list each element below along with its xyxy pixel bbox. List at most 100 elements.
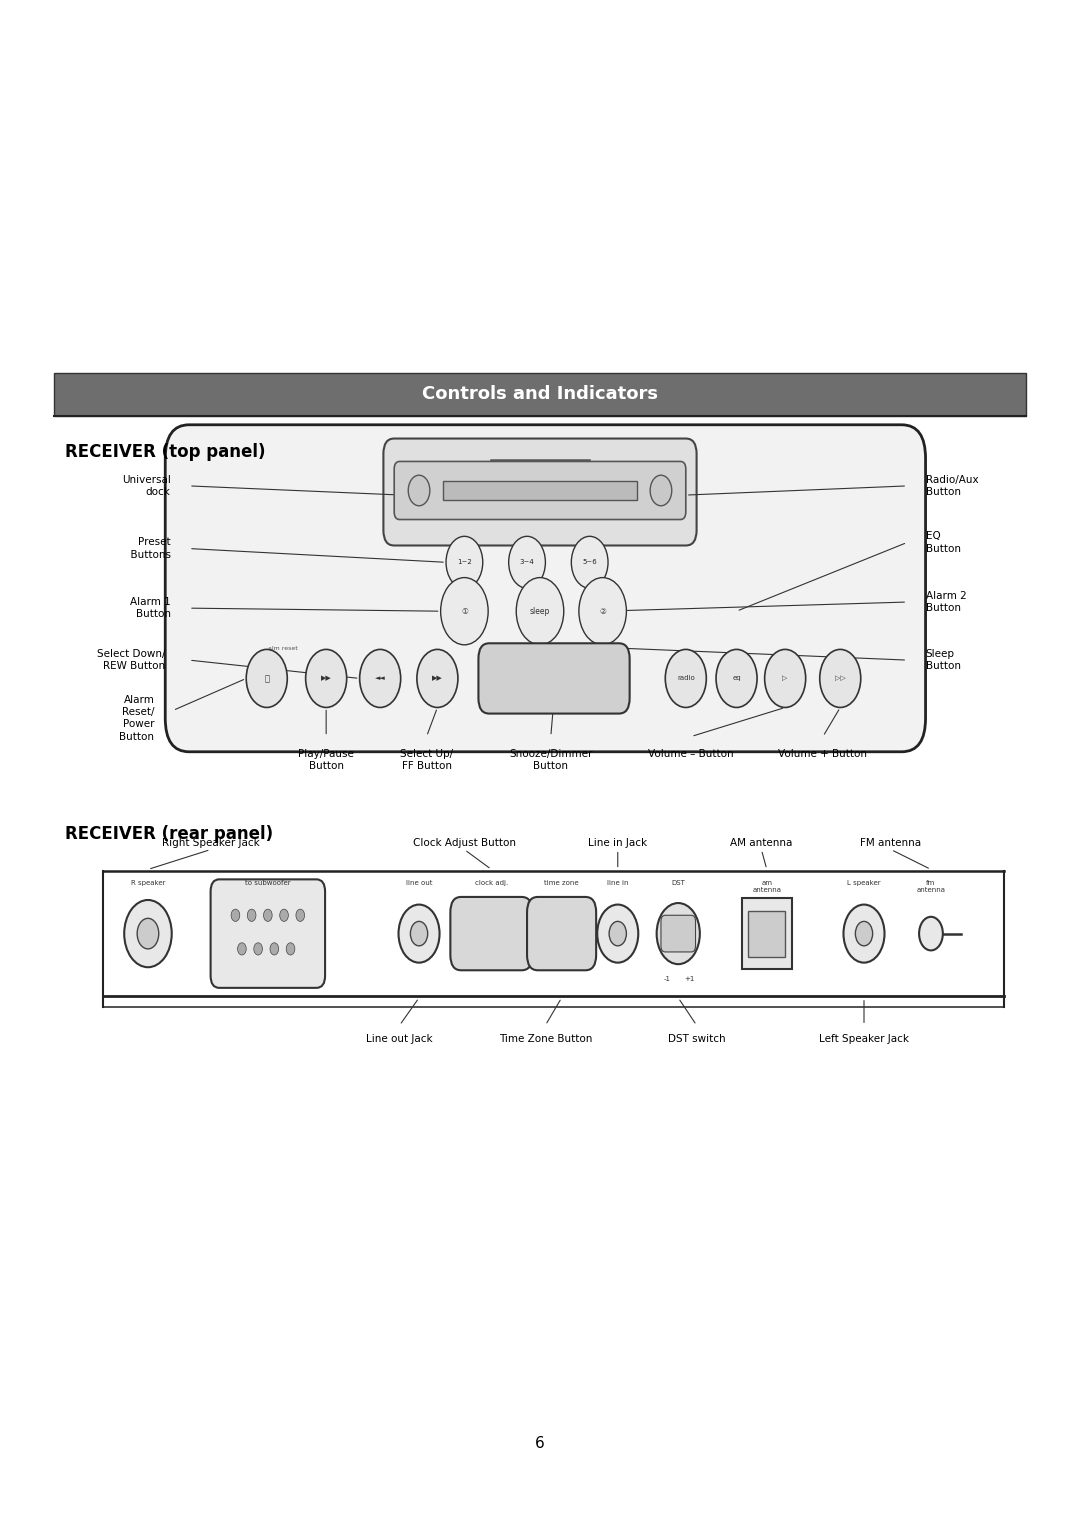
- Circle shape: [238, 943, 246, 955]
- Circle shape: [247, 909, 256, 921]
- Text: Alarm 1
Button: Alarm 1 Button: [130, 597, 171, 619]
- Text: ▷: ▷: [783, 675, 787, 681]
- Text: 6: 6: [535, 1436, 545, 1452]
- FancyBboxPatch shape: [450, 897, 532, 970]
- Text: DST switch: DST switch: [667, 1034, 726, 1045]
- Text: +1: +1: [684, 976, 694, 983]
- Circle shape: [650, 475, 672, 506]
- Text: EQ
Button: EQ Button: [926, 532, 960, 553]
- Text: Controls and Indicators: Controls and Indicators: [422, 385, 658, 403]
- FancyBboxPatch shape: [394, 461, 686, 520]
- Circle shape: [246, 649, 287, 707]
- Circle shape: [579, 578, 626, 645]
- Circle shape: [254, 943, 262, 955]
- Text: L speaker: L speaker: [847, 880, 881, 886]
- Text: clock adj.: clock adj.: [475, 880, 508, 886]
- Text: 1~2: 1~2: [457, 559, 472, 565]
- Text: Alarm
Reset/
Power
Button: Alarm Reset/ Power Button: [120, 695, 154, 741]
- Circle shape: [137, 918, 159, 949]
- Circle shape: [765, 649, 806, 707]
- FancyBboxPatch shape: [443, 481, 637, 500]
- Circle shape: [597, 905, 638, 963]
- Text: line in: line in: [607, 880, 629, 886]
- Circle shape: [296, 909, 305, 921]
- Circle shape: [571, 536, 608, 588]
- Circle shape: [509, 536, 545, 588]
- Circle shape: [446, 536, 483, 588]
- Text: Snooze/Dimmer
Button: Snooze/Dimmer Button: [509, 749, 593, 772]
- Text: Line in Jack: Line in Jack: [589, 837, 647, 848]
- Circle shape: [264, 909, 272, 921]
- Text: Universal
dock: Universal dock: [122, 475, 171, 497]
- Circle shape: [124, 900, 172, 967]
- Text: 3~4: 3~4: [519, 559, 535, 565]
- Circle shape: [919, 917, 943, 950]
- FancyBboxPatch shape: [165, 425, 926, 752]
- FancyBboxPatch shape: [54, 373, 1026, 416]
- Text: fm
antenna: fm antenna: [917, 880, 945, 894]
- Text: Right Speaker Jack: Right Speaker Jack: [162, 837, 259, 848]
- Text: ②: ②: [599, 607, 606, 616]
- Circle shape: [399, 905, 440, 963]
- Text: AM antenna: AM antenna: [730, 837, 793, 848]
- Circle shape: [360, 649, 401, 707]
- Circle shape: [716, 649, 757, 707]
- Text: Alarm 2
Button: Alarm 2 Button: [926, 591, 967, 613]
- Circle shape: [657, 903, 700, 964]
- Text: Time Zone Button: Time Zone Button: [499, 1034, 592, 1045]
- Text: ①: ①: [461, 607, 468, 616]
- FancyBboxPatch shape: [527, 897, 596, 970]
- Text: DST: DST: [672, 880, 685, 886]
- Text: Volume – Button: Volume – Button: [648, 749, 734, 759]
- FancyBboxPatch shape: [478, 643, 630, 714]
- FancyBboxPatch shape: [383, 439, 697, 545]
- FancyBboxPatch shape: [661, 915, 696, 952]
- Text: snooze/dimmer: snooze/dimmer: [526, 646, 576, 651]
- Circle shape: [665, 649, 706, 707]
- Circle shape: [855, 921, 873, 946]
- Text: to subwoofer: to subwoofer: [245, 880, 291, 886]
- Text: FM antenna: FM antenna: [861, 837, 921, 848]
- Text: Select Up/
FF Button: Select Up/ FF Button: [400, 749, 454, 772]
- Circle shape: [516, 578, 564, 645]
- FancyBboxPatch shape: [211, 880, 325, 989]
- Text: sleep: sleep: [530, 607, 550, 616]
- Text: Volume + Button: Volume + Button: [779, 749, 867, 759]
- Text: ▶▶: ▶▶: [432, 675, 443, 681]
- Text: Left Speaker Jack: Left Speaker Jack: [819, 1034, 909, 1045]
- Circle shape: [286, 943, 295, 955]
- Bar: [742, 898, 792, 969]
- Circle shape: [417, 649, 458, 707]
- Text: ◄◄: ◄◄: [375, 675, 386, 681]
- Text: alm reset: alm reset: [268, 646, 298, 651]
- Text: Sleep
Button: Sleep Button: [926, 649, 960, 671]
- Circle shape: [609, 921, 626, 946]
- Circle shape: [306, 649, 347, 707]
- Text: time zone: time zone: [544, 880, 579, 886]
- Circle shape: [820, 649, 861, 707]
- Circle shape: [231, 909, 240, 921]
- Text: ▶▶: ▶▶: [321, 675, 332, 681]
- Circle shape: [843, 905, 885, 963]
- Circle shape: [408, 475, 430, 506]
- Text: Select Down/
REW Button: Select Down/ REW Button: [97, 649, 165, 671]
- Text: -1: -1: [664, 976, 671, 983]
- Text: Radio/Aux
Button: Radio/Aux Button: [926, 475, 978, 497]
- Text: am
antenna: am antenna: [753, 880, 781, 894]
- Text: radio: radio: [677, 675, 694, 681]
- Text: RECEIVER (rear panel): RECEIVER (rear panel): [65, 825, 273, 843]
- Text: line out: line out: [406, 880, 432, 886]
- Circle shape: [270, 943, 279, 955]
- Text: ▷▷: ▷▷: [835, 675, 846, 681]
- Text: Play/Pause
Button: Play/Pause Button: [298, 749, 354, 772]
- Circle shape: [441, 578, 488, 645]
- Text: eq: eq: [732, 675, 741, 681]
- Circle shape: [410, 921, 428, 946]
- Text: RECEIVER (top panel): RECEIVER (top panel): [65, 443, 266, 461]
- Text: ⏻: ⏻: [265, 674, 269, 683]
- Circle shape: [280, 909, 288, 921]
- Text: Line out Jack: Line out Jack: [366, 1034, 433, 1045]
- Text: Preset
  Buttons: Preset Buttons: [123, 538, 171, 559]
- Text: R speaker: R speaker: [131, 880, 165, 886]
- Bar: [748, 911, 785, 957]
